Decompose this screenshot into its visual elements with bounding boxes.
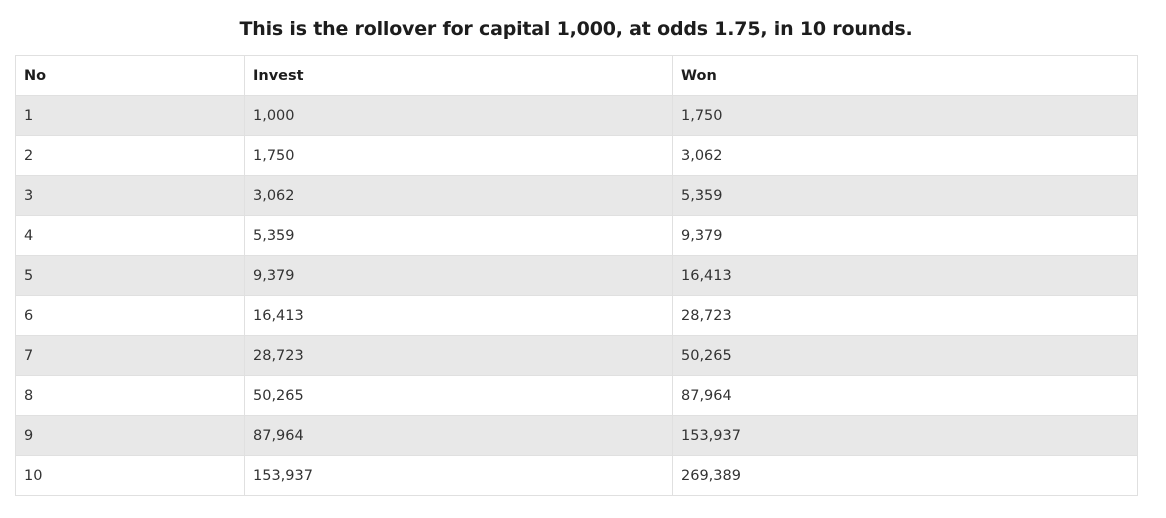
- cell-invest: 16,413: [244, 295, 673, 336]
- table-row: 8 50,265 87,964: [15, 375, 1138, 416]
- table-row: 2 1,750 3,062: [15, 135, 1138, 176]
- cell-no: 1: [15, 95, 245, 136]
- cell-invest: 5,359: [244, 215, 673, 256]
- cell-no: 10: [15, 455, 245, 496]
- cell-won: 28,723: [672, 295, 1138, 336]
- cell-no: 7: [15, 335, 245, 376]
- page-title: This is the rollover for capital 1,000, …: [239, 18, 913, 40]
- cell-won: 153,937: [672, 415, 1138, 456]
- cell-no: 9: [15, 415, 245, 456]
- cell-invest: 28,723: [244, 335, 673, 376]
- cell-no: 8: [15, 375, 245, 416]
- cell-won: 5,359: [672, 175, 1138, 216]
- table-row: 10 153,937 269,389: [15, 455, 1138, 496]
- table-row: 1 1,000 1,750: [15, 95, 1138, 136]
- table-row: 4 5,359 9,379: [15, 215, 1138, 256]
- cell-won: 1,750: [672, 95, 1138, 136]
- table-header-row: No Invest Won: [15, 55, 1138, 96]
- cell-no: 3: [15, 175, 245, 216]
- table-row: 5 9,379 16,413: [15, 255, 1138, 296]
- cell-won: 9,379: [672, 215, 1138, 256]
- column-header-won: Won: [672, 55, 1138, 96]
- column-header-no: No: [15, 55, 245, 96]
- table-row: 7 28,723 50,265: [15, 335, 1138, 376]
- cell-won: 3,062: [672, 135, 1138, 176]
- cell-invest: 1,750: [244, 135, 673, 176]
- cell-no: 6: [15, 295, 245, 336]
- rollover-table: No Invest Won 1 1,000 1,750 2 1,750 3,06…: [15, 55, 1138, 496]
- table-row: 9 87,964 153,937: [15, 415, 1138, 456]
- cell-won: 50,265: [672, 335, 1138, 376]
- cell-invest: 9,379: [244, 255, 673, 296]
- cell-won: 16,413: [672, 255, 1138, 296]
- cell-invest: 3,062: [244, 175, 673, 216]
- cell-invest: 87,964: [244, 415, 673, 456]
- cell-invest: 1,000: [244, 95, 673, 136]
- table-row: 6 16,413 28,723: [15, 295, 1138, 336]
- column-header-invest: Invest: [244, 55, 673, 96]
- table-row: 3 3,062 5,359: [15, 175, 1138, 216]
- cell-no: 2: [15, 135, 245, 176]
- cell-won: 87,964: [672, 375, 1138, 416]
- cell-invest: 50,265: [244, 375, 673, 416]
- cell-no: 5: [15, 255, 245, 296]
- cell-won: 269,389: [672, 455, 1138, 496]
- cell-no: 4: [15, 215, 245, 256]
- cell-invest: 153,937: [244, 455, 673, 496]
